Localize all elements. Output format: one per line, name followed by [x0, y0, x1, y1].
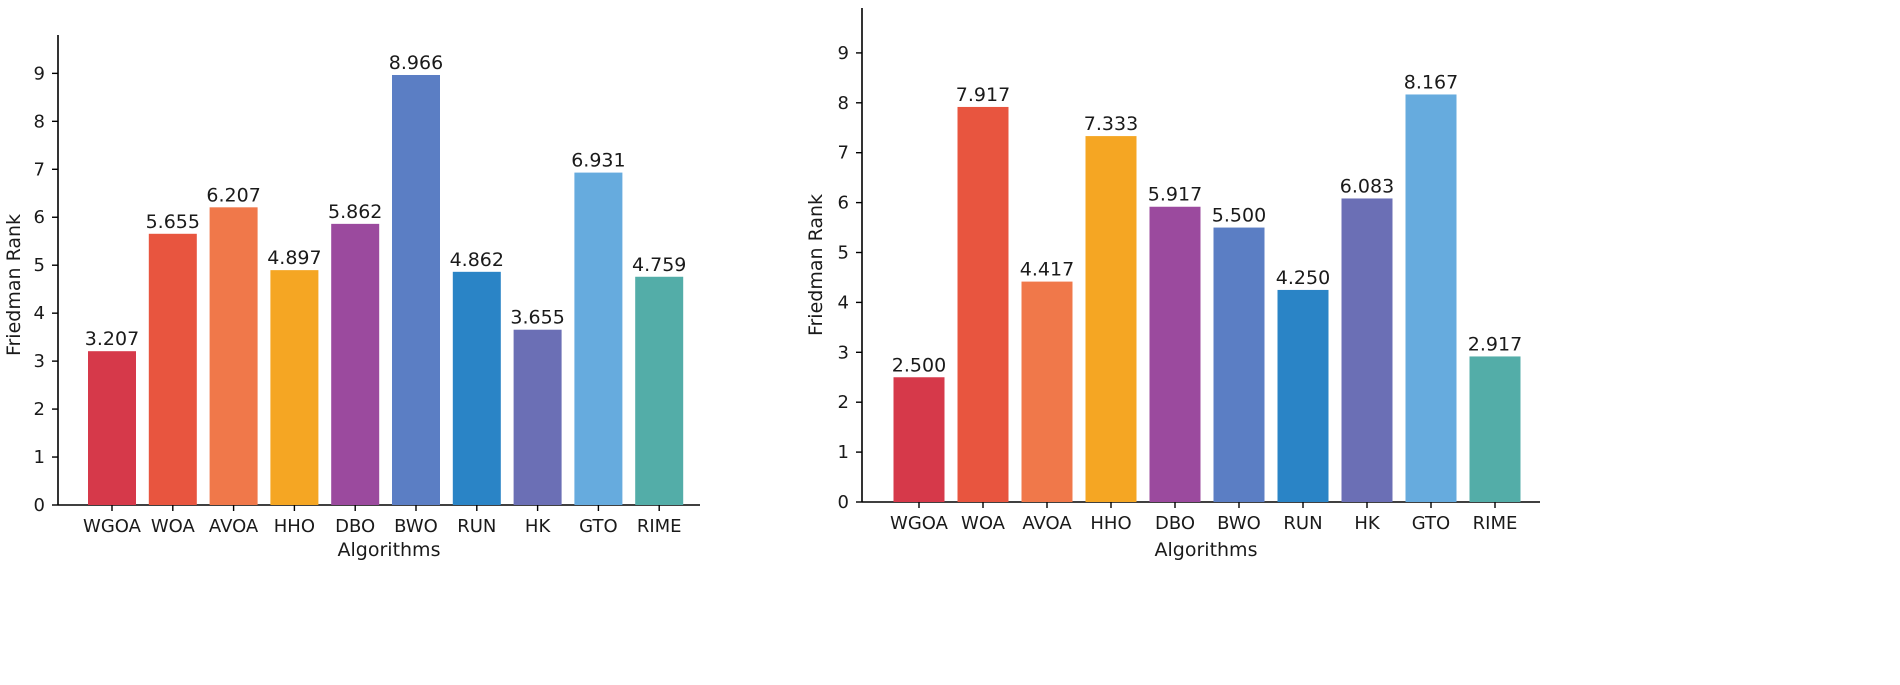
bar-woa	[148, 233, 197, 505]
bar-value-label: 8.966	[389, 52, 443, 74]
y-tick-label: 9	[34, 63, 45, 84]
x-tick-label: WOA	[151, 516, 196, 537]
y-tick-label: 7	[34, 159, 45, 180]
bar-wgoa	[88, 351, 136, 505]
y-tick-label: 6	[838, 193, 849, 214]
bar-value-label: 3.207	[85, 328, 139, 350]
x-tick-label: WGOA	[890, 513, 949, 534]
bar-value-label: 6.207	[206, 184, 260, 206]
bar-dbo	[331, 223, 380, 505]
bar-value-label: 5.917	[1148, 184, 1202, 206]
bar-value-label: 2.500	[892, 354, 946, 376]
x-tick-label: BWO	[1217, 513, 1261, 534]
y-tick-label: 5	[838, 243, 849, 264]
y-tick-label: 0	[34, 495, 45, 516]
bar-hho	[1085, 136, 1137, 503]
y-tick-label: 0	[838, 492, 849, 513]
bar-value-label: 5.862	[328, 201, 382, 223]
bar-value-label: 3.655	[510, 307, 564, 329]
bar-woa	[957, 106, 1009, 502]
y-tick-label: 6	[34, 207, 45, 228]
y-tick-label: 8	[34, 111, 45, 132]
bar-value-label: 5.500	[1212, 205, 1266, 227]
bar-dbo	[1149, 206, 1201, 502]
bar-run	[1277, 289, 1329, 502]
x-axis-title: Algorithms	[338, 539, 441, 561]
y-tick-label: 1	[34, 447, 45, 468]
y-axis-title: Friedman Rank	[3, 214, 25, 356]
bar-bwo	[1213, 227, 1265, 503]
y-tick-label: 1	[838, 442, 849, 463]
x-tick-label: GTO	[1412, 513, 1450, 534]
x-tick-label: WGOA	[83, 516, 142, 537]
bar-value-label: 4.417	[1020, 259, 1074, 281]
y-tick-label: 3	[838, 342, 849, 363]
bar-value-label: 4.250	[1276, 267, 1330, 289]
y-axis-title: Friedman Rank	[805, 194, 827, 336]
y-tick-label: 4	[838, 292, 849, 313]
chart-2: 0 1 2 3 4 5 6 7 8 9 2.500 WGOA 7.917 WOA 4.417 AVOA 7.33…	[805, 8, 1540, 561]
x-tick-label: DBO	[335, 516, 375, 537]
bar-gto	[1405, 94, 1457, 503]
x-tick-label: HHO	[1090, 513, 1131, 534]
x-tick-label: AVOA	[1022, 513, 1072, 534]
x-axis-title: Algorithms	[1155, 539, 1258, 561]
bar-value-label: 4.897	[267, 247, 321, 269]
y-tick-label: 4	[34, 303, 45, 324]
x-tick-label: DBO	[1155, 513, 1195, 534]
bar-bwo	[392, 74, 440, 505]
x-tick-label: HK	[525, 516, 552, 537]
x-tick-label: HK	[1354, 513, 1381, 534]
bar-value-label: 6.931	[571, 150, 625, 172]
bar-value-label: 5.655	[146, 211, 200, 233]
bar-rime	[635, 276, 684, 505]
y-tick-label: 2	[838, 392, 849, 413]
y-tick-label: 9	[838, 43, 849, 64]
x-tick-label: RIME	[637, 516, 682, 537]
x-tick-label: GTO	[579, 516, 617, 537]
bar-wgoa	[893, 377, 945, 502]
x-tick-label: AVOA	[209, 516, 259, 537]
bar-avoa	[1021, 281, 1073, 502]
bar-value-label: 4.862	[450, 249, 504, 271]
bar-value-label: 2.917	[1468, 333, 1522, 355]
bar-hho	[270, 270, 319, 505]
chart-1: 0 1 2 3 4 5 6 7 8 9 3.207 WGOA 5.655 WOA 6.207 AVOA 4.89…	[3, 35, 700, 561]
bar-value-label: 4.759	[632, 254, 686, 276]
bar-value-label: 7.333	[1084, 113, 1138, 135]
bar-value-label: 7.917	[956, 84, 1010, 106]
bar-rime	[1469, 356, 1521, 502]
bar-avoa	[209, 207, 258, 505]
x-tick-label: RUN	[1283, 513, 1322, 534]
y-tick-label: 3	[34, 351, 45, 372]
bar-hk	[1341, 198, 1393, 502]
bar-value-label: 6.083	[1340, 175, 1394, 197]
y-tick-label: 2	[34, 399, 45, 420]
x-tick-label: RIME	[1473, 513, 1518, 534]
x-tick-label: HHO	[274, 516, 315, 537]
y-tick-label: 7	[838, 143, 849, 164]
bar-value-label: 8.167	[1404, 71, 1458, 93]
x-tick-label: WOA	[961, 513, 1006, 534]
bar-hk	[513, 329, 562, 505]
bar-run	[452, 271, 501, 505]
bar-gto	[574, 172, 623, 505]
x-tick-label: BWO	[394, 516, 438, 537]
y-tick-label: 5	[34, 255, 45, 276]
y-tick-label: 8	[838, 93, 849, 114]
x-tick-label: RUN	[457, 516, 496, 537]
